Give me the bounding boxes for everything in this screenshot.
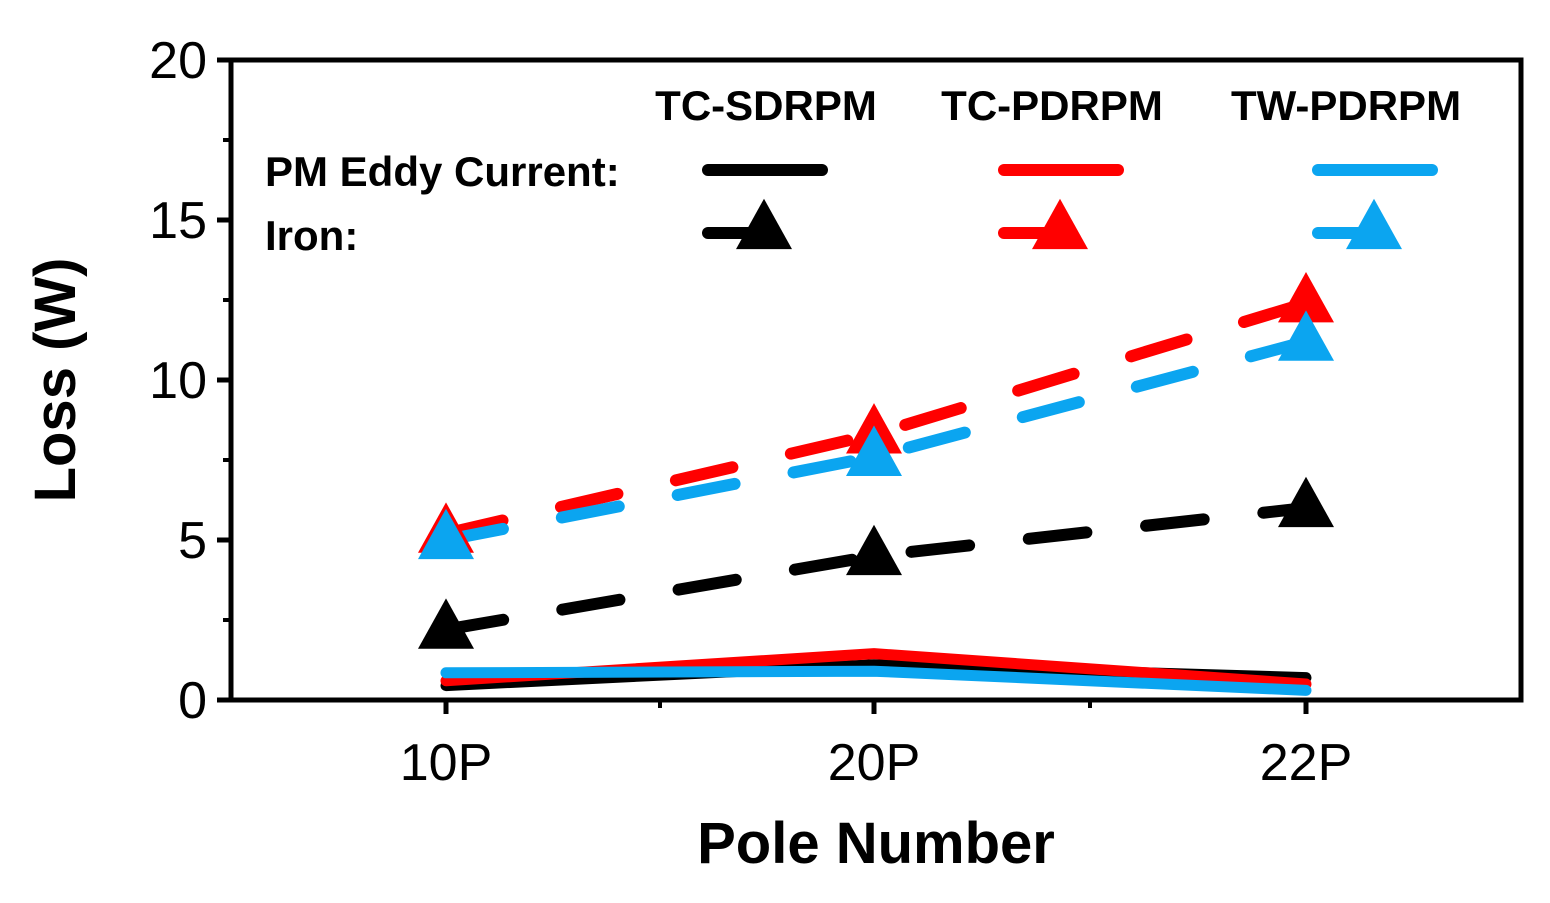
- x-tick-label-10p: 10P: [400, 734, 493, 792]
- legend-label-iron: Iron:: [265, 212, 358, 259]
- series-marker-tw-pdrpm-iron-22p: [1278, 310, 1334, 361]
- legend-key-iron-marker-tc-sdrpm: [736, 198, 792, 250]
- legend-header-tw-pdrpm: TW-PDRPM: [1231, 82, 1461, 129]
- y-tick-label: 20: [149, 32, 207, 90]
- legend-header-tc-sdrpm: TC-SDRPM: [655, 82, 877, 129]
- legend-key-iron-marker-tc-pdrpm: [1032, 198, 1088, 250]
- legend-key-iron-marker-tw-pdrpm: [1346, 198, 1402, 250]
- series-marker-tc-pdrpm-iron-22p: [1278, 271, 1334, 323]
- y-tick-label: 15: [149, 192, 207, 250]
- series-marker-tc-sdrpm-iron-22p: [1278, 476, 1334, 528]
- series-marker-tc-sdrpm-iron-20p: [846, 524, 902, 576]
- series-marker-tw-pdrpm-iron-20p: [846, 425, 902, 476]
- legend-header-tc-pdrpm: TC-PDRPM: [941, 82, 1163, 129]
- y-tick-label: 5: [178, 512, 207, 570]
- y-tick-label: 0: [178, 672, 207, 730]
- y-axis-title: Loss (W): [23, 258, 88, 503]
- x-axis-title: Pole Number: [697, 811, 1055, 876]
- series-line-tc-pdrpm-iron: [440, 297, 1312, 540]
- x-tick-label-20p: 20P: [828, 734, 921, 792]
- series-marker-tw-pdrpm-iron-10p: [418, 508, 474, 560]
- x-tick-label-22p: 22P: [1260, 734, 1353, 792]
- axis-layer: 0 5 10 15 20 10P 20P 22P: [149, 32, 1352, 792]
- series-line-tw-pdrpm-pm-eddy-current: [440, 665, 1312, 696]
- legend-label-pm-eddy-current: PM Eddy Current:: [265, 148, 620, 195]
- legend: TC-SDRPM TC-PDRPM TW-PDRPM PM Eddy Curre…: [265, 82, 1461, 259]
- series-line-tc-sdrpm-iron: [440, 502, 1312, 636]
- series-layer: [418, 271, 1334, 696]
- y-tick-label: 10: [149, 352, 207, 410]
- legend-keys: [702, 164, 1438, 250]
- series-line-tw-pdrpm-iron: [440, 335, 1312, 546]
- series-marker-tc-sdrpm-iron-10p: [418, 598, 474, 649]
